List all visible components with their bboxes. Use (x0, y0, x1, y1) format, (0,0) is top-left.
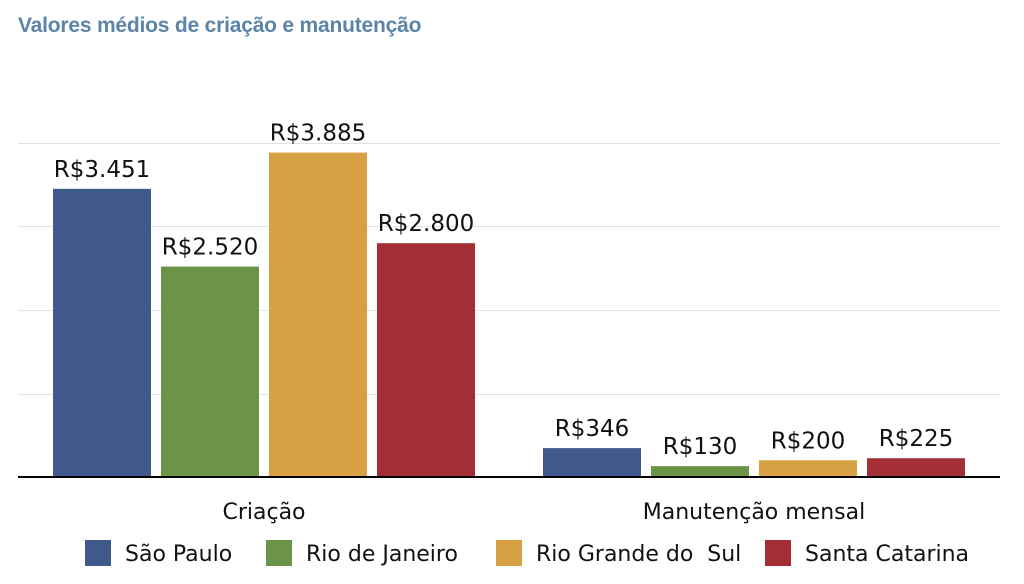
data-label: R$2.800 (378, 211, 474, 237)
bar (269, 152, 367, 478)
legend: São Paulo Rio de Janeiro Rio Grande do Sul… (85, 540, 969, 567)
legend-swatch (266, 540, 292, 566)
data-label: R$2.520 (162, 235, 258, 261)
category-labels: Criação Manutenção mensal (222, 500, 865, 525)
category-label: Criação (222, 500, 305, 525)
chart-title: Valores médios de criação e manutenção (18, 14, 422, 37)
data-label: R$3.885 (270, 121, 366, 147)
data-label: R$130 (663, 434, 738, 460)
bars (53, 152, 965, 478)
value-labels: R$3.451 R$346 R$2.520 R$130 R$3.885 R$200 R$2.… (54, 121, 953, 461)
category-label: Manutenção mensal (643, 500, 865, 525)
legend-swatch (765, 540, 791, 566)
bar (543, 448, 641, 477)
bar (161, 266, 259, 477)
legend-label: Rio Grande do Sul (536, 542, 741, 567)
legend-label: Santa Catarina (805, 542, 969, 567)
bar (867, 458, 965, 477)
data-label: R$3.451 (54, 157, 150, 183)
bar (377, 243, 475, 477)
bar (759, 460, 857, 477)
legend-label: São Paulo (125, 542, 232, 567)
bar (53, 188, 151, 478)
bar (651, 466, 749, 477)
data-label: R$225 (879, 426, 954, 452)
legend-label: Rio de Janeiro (306, 542, 458, 567)
data-label: R$200 (771, 428, 846, 454)
data-label: R$346 (555, 416, 630, 442)
legend-swatch (85, 540, 111, 566)
legend-swatch (496, 540, 522, 566)
